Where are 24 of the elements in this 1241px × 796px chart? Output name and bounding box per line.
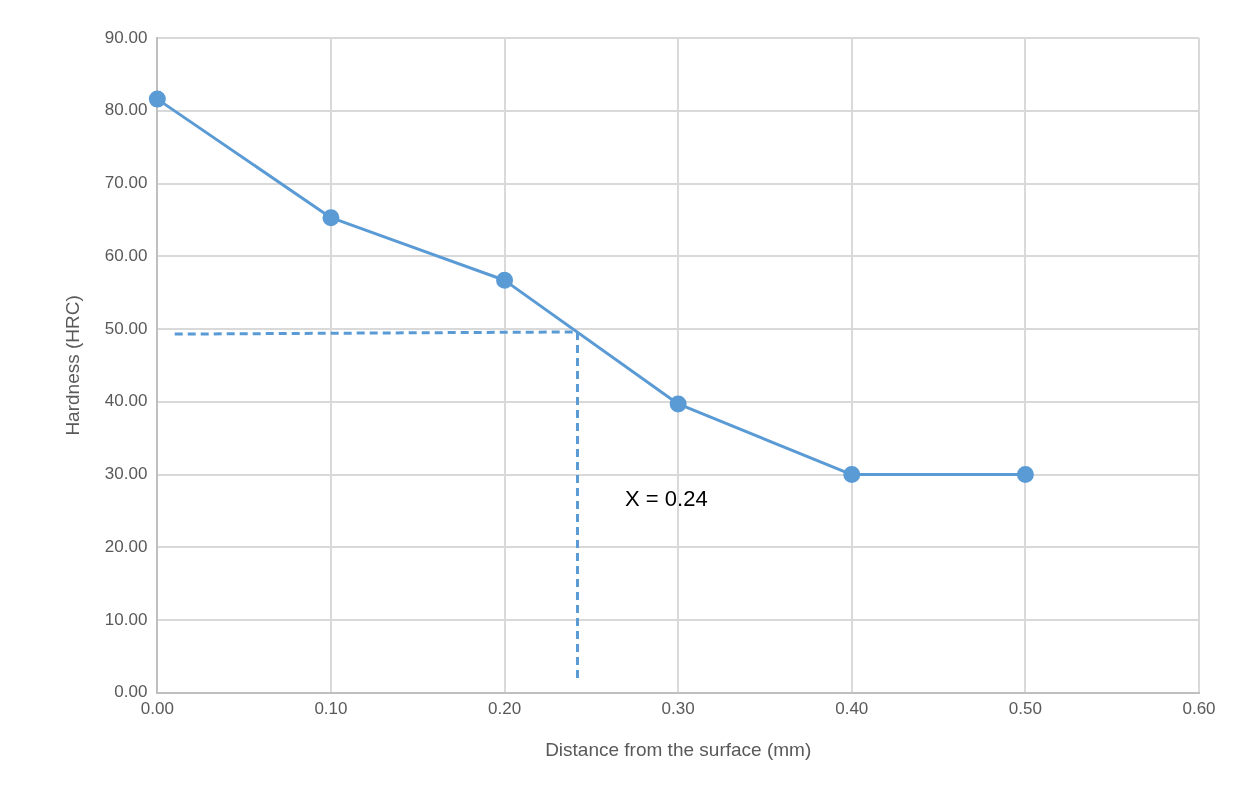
x-tick-label: 0.60 (1182, 698, 1216, 718)
y-tick-label: 60.00 (104, 245, 148, 265)
point (496, 271, 514, 289)
y-axis-title: Hardness (HRC) (61, 295, 83, 436)
y-tick-label: 30.00 (104, 464, 148, 484)
y-tick-label: 50.00 (104, 318, 148, 338)
x-tick-label: 0.50 (1008, 698, 1042, 718)
x-tick-label: 0.20 (488, 698, 522, 718)
point (148, 90, 166, 108)
annotation: X = 0.24 (625, 486, 708, 512)
y-tick-label: 80.00 (104, 100, 148, 120)
point (1016, 466, 1034, 484)
x-axis-title: Distance from the surface (mm) (545, 738, 812, 760)
x-tick-label: 0.40 (835, 698, 869, 718)
y-tick-label: 40.00 (104, 391, 148, 411)
point (669, 395, 687, 413)
x-tick-label: 0.10 (314, 698, 348, 718)
point (843, 466, 861, 484)
y-tick-label: 20.00 (104, 536, 148, 556)
y-tick-label: 70.00 (104, 173, 148, 193)
point (322, 209, 340, 227)
y-tick-label: 90.00 (104, 27, 148, 47)
x-tick-label: 0.30 (661, 698, 695, 718)
y-tick-label: 10.00 (104, 609, 148, 629)
